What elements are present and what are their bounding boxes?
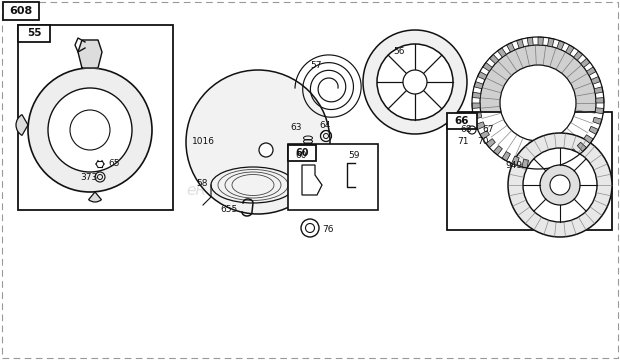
Circle shape [403,70,427,94]
Text: 57: 57 [310,60,322,69]
Text: 65: 65 [108,158,120,167]
Polygon shape [542,160,549,169]
Circle shape [508,133,612,237]
Circle shape [259,143,273,157]
Polygon shape [480,131,489,139]
Circle shape [523,148,597,222]
Polygon shape [581,58,590,67]
Circle shape [363,30,467,134]
Circle shape [70,110,110,150]
Polygon shape [574,51,583,60]
Circle shape [28,68,152,192]
Polygon shape [473,113,482,119]
Polygon shape [474,82,483,89]
Text: 373: 373 [80,172,97,181]
Polygon shape [565,45,574,54]
Polygon shape [497,48,507,57]
Polygon shape [538,37,544,45]
Text: 71: 71 [457,138,469,147]
Polygon shape [522,159,528,168]
Polygon shape [486,139,495,148]
Text: 76: 76 [322,225,334,234]
Polygon shape [472,103,480,108]
Bar [18,25,50,42]
Circle shape [480,45,596,161]
Bar [18,25,173,210]
Text: eReplacementParts.com: eReplacementParts.com [187,183,373,198]
Polygon shape [472,92,480,98]
Polygon shape [561,154,569,163]
Polygon shape [570,149,578,158]
Polygon shape [595,108,604,114]
Text: 67: 67 [482,126,494,135]
Polygon shape [589,126,598,134]
Polygon shape [591,76,600,84]
Wedge shape [16,114,28,135]
Text: 1016: 1016 [192,138,215,147]
Polygon shape [533,161,538,169]
Polygon shape [577,142,587,152]
Polygon shape [494,146,502,155]
Text: 949: 949 [505,161,522,170]
Circle shape [540,165,580,205]
Polygon shape [502,152,510,161]
Text: 68: 68 [460,126,471,135]
Polygon shape [587,67,596,75]
Polygon shape [552,158,559,167]
Polygon shape [507,42,515,52]
Text: 55: 55 [27,28,42,39]
Text: 608: 608 [9,6,33,16]
Polygon shape [547,38,554,47]
Polygon shape [516,39,524,48]
Polygon shape [593,117,602,125]
Text: 70: 70 [477,138,489,147]
Text: 64: 64 [319,122,330,130]
Circle shape [377,44,453,120]
Polygon shape [594,87,603,94]
Text: 56: 56 [393,48,404,57]
Polygon shape [78,40,102,68]
Polygon shape [527,37,533,46]
Polygon shape [477,72,487,80]
Polygon shape [476,122,485,130]
Bar [447,112,612,230]
Polygon shape [483,63,492,71]
Text: 58: 58 [196,180,208,189]
Text: 59: 59 [348,150,360,159]
Polygon shape [489,54,498,64]
Polygon shape [596,98,604,103]
Text: 66: 66 [454,116,469,126]
Polygon shape [584,135,593,144]
Circle shape [186,70,330,214]
Wedge shape [89,192,102,202]
Text: 60: 60 [295,148,309,158]
Circle shape [48,88,132,172]
Text: 63: 63 [290,123,301,132]
Bar [288,144,378,210]
Bar [447,113,477,129]
Text: 60: 60 [295,150,306,159]
Bar [288,145,316,161]
Text: 655: 655 [220,206,237,215]
Polygon shape [512,156,519,166]
Circle shape [500,65,576,141]
Circle shape [550,175,570,195]
Polygon shape [557,41,565,50]
Bar [3,2,39,20]
